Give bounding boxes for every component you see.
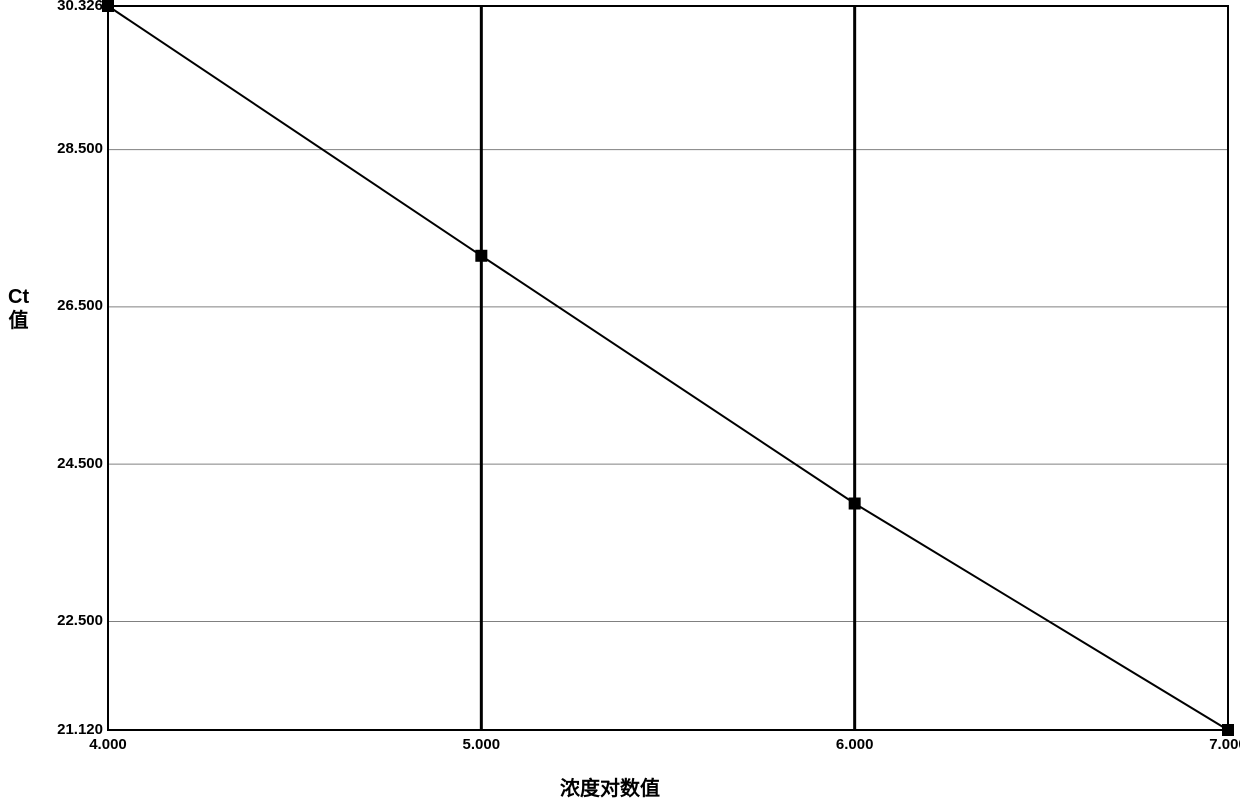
x-tick-label: 7.000 — [1203, 736, 1240, 753]
x-tick-label: 4.000 — [83, 736, 133, 753]
y-tick-label: 30.326 — [57, 0, 103, 14]
y-tick-label: 26.500 — [57, 297, 103, 314]
y-axis-label-line2: 值 — [8, 309, 29, 333]
x-tick-label: 5.000 — [456, 736, 506, 753]
y-tick-label: 22.500 — [57, 612, 103, 629]
x-axis-label: 浓度对数值 — [560, 772, 660, 801]
y-axis-label: Ct 值 — [8, 285, 29, 333]
x-tick-label: 6.000 — [830, 736, 880, 753]
chart-container: Ct 值 浓度对数值 30.326 28.500 26.500 24.500 22.50… — [0, 0, 1240, 809]
y-tick-label: 21.120 — [57, 721, 103, 738]
y-axis-label-line1: Ct — [8, 285, 29, 309]
y-tick-label: 28.500 — [57, 140, 103, 157]
chart-svg — [0, 0, 1240, 809]
y-tick-label: 24.500 — [57, 455, 103, 472]
